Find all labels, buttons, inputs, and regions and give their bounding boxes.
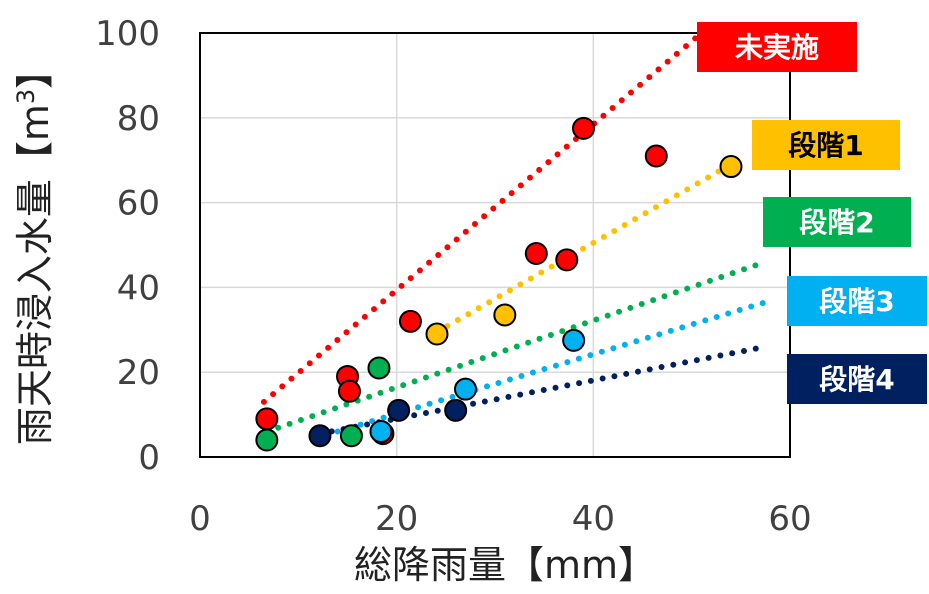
y-axis-title: 雨天時浸入水量【m3】 [12,51,57,445]
trend-line [433,161,734,335]
data-point [644,144,668,168]
y-tick-label: 20 [117,353,160,393]
grid-lines [199,32,791,458]
series-label-text: 段階1 [788,129,863,162]
y-tick-label: 60 [117,184,160,224]
data-points [255,116,743,452]
data-point [367,356,391,380]
data-point [444,398,468,422]
y-tick-label: 40 [117,268,160,308]
data-point [255,407,279,431]
series-label-text: 段階2 [799,206,874,239]
y-axis-title-tail: 】 [13,51,57,89]
series-label-box [763,197,911,247]
x-tick-label: 40 [572,499,615,539]
y-tick-label: 80 [117,99,160,139]
y-tick-labels: 0 20 40 60 80 100 [95,14,160,478]
series-label-box [697,22,857,72]
series-label: 段階1 [752,120,900,170]
series-label-text: 段階4 [819,363,894,396]
data-point [369,420,393,444]
series-label-text: 段階3 [819,285,894,318]
series-label-text: 未実施 [735,31,819,64]
data-point [572,116,595,140]
y-tick-label: 0 [138,438,160,478]
series-label: 段階3 [787,276,927,326]
data-point [337,379,361,403]
plot-frame [199,32,791,458]
y-axis-title-superscript: 3 [12,89,40,104]
trend-line [316,343,769,437]
data-point [562,328,586,352]
trend-line [263,258,769,435]
series-label: 段階4 [787,354,927,404]
data-point [493,303,517,327]
x-axis-title: 総降雨量【mm】 [354,543,656,587]
data-point [339,424,363,448]
y-tick-label: 100 [95,14,160,54]
data-point [308,424,332,448]
data-point [425,322,449,346]
data-point [719,155,743,179]
data-point [524,241,548,265]
data-point [454,377,477,401]
series-label: 未実施 [697,22,857,72]
x-tick-labels: 0 20 40 60 [189,499,811,539]
series-label-box [787,354,927,404]
data-point [398,309,422,333]
series-label-box [752,120,900,170]
series-label: 段階2 [763,197,911,247]
series-label-box [787,276,927,326]
trend-line [260,34,700,405]
data-point [387,398,411,422]
data-point [255,428,279,452]
x-tick-label: 20 [375,499,418,539]
y-axis-title-main: 雨天時浸入水量【m [13,104,57,445]
x-tick-label: 60 [768,499,811,539]
x-tick-label: 0 [189,499,211,539]
data-point [555,248,579,272]
